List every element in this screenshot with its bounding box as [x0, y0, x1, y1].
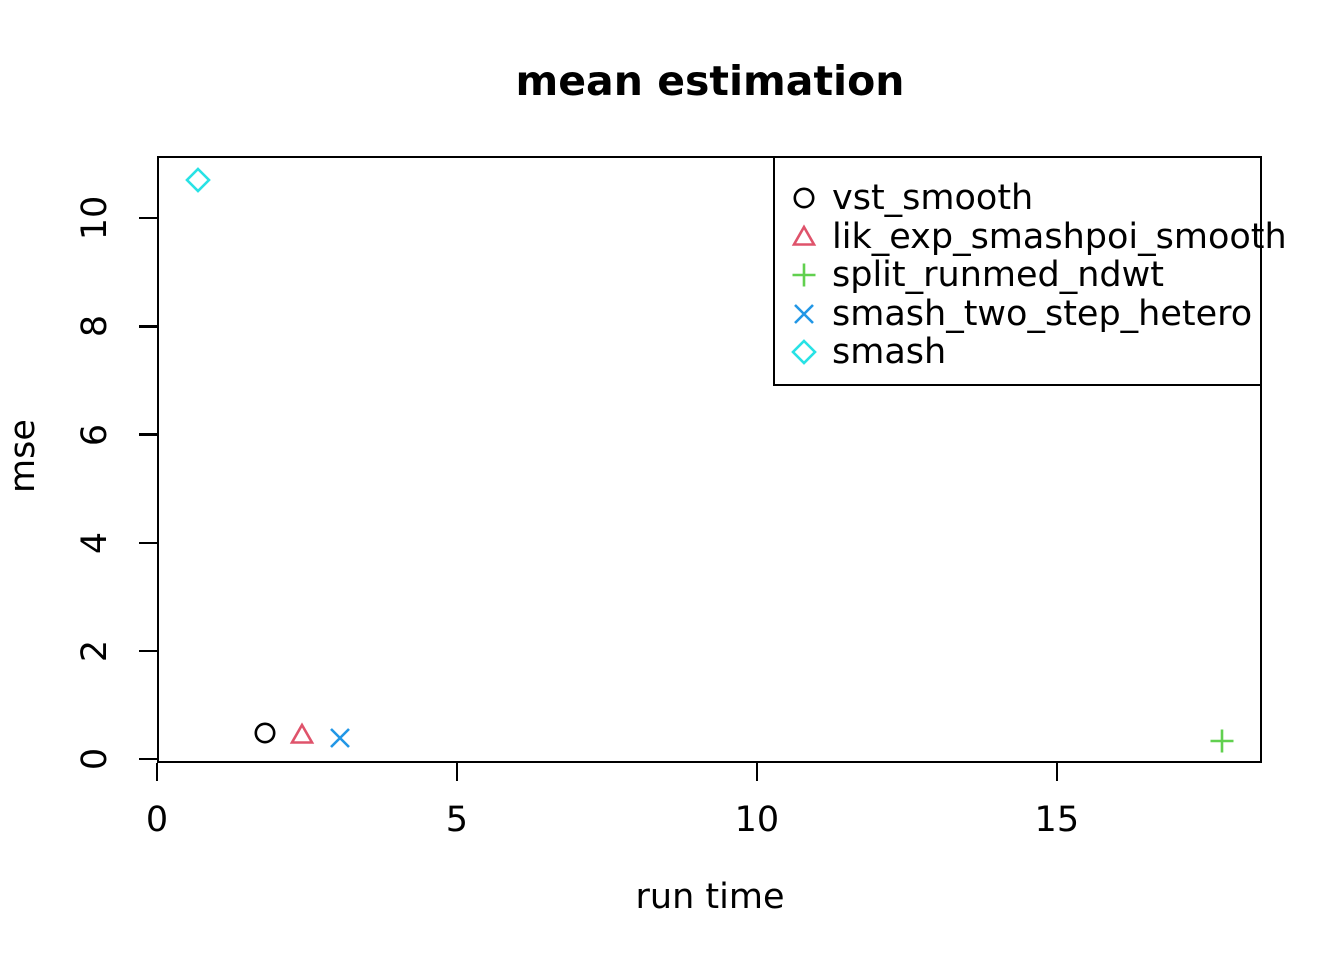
- legend-marker-triangle-up-icon: [791, 224, 817, 246]
- legend-label: lik_exp_smashpoi_smooth: [832, 216, 1287, 257]
- y-tick-label: 4: [75, 531, 115, 554]
- x-tick-label: 15: [1034, 800, 1080, 840]
- x-tick-label: 0: [145, 800, 169, 840]
- legend-item-split_runmed_ndwt: split_runmed_ndwt: [790, 256, 1260, 295]
- y-tick: [139, 649, 157, 653]
- legend-marker-plus-icon: [792, 263, 816, 287]
- point-lik_exp_smashpoi_smooth: [289, 722, 315, 745]
- y-tick-label: 2: [75, 639, 115, 663]
- legend: vst_smooth lik_exp_smashpoi_smooth split_r…: [773, 156, 1287, 386]
- legend-item-vst_smooth: vst_smooth: [790, 179, 1260, 218]
- legend-label: smash: [832, 332, 947, 373]
- y-tick: [139, 757, 157, 761]
- y-tick-label: 0: [75, 748, 115, 771]
- point-split_runmed_ndwt: [1210, 729, 1234, 753]
- legend-marker-diamond-icon: [791, 339, 817, 366]
- y-tick-label: 6: [75, 423, 115, 446]
- legend-label: split_runmed_ndwt: [832, 255, 1164, 296]
- x-tick: [755, 763, 759, 781]
- point-vst_smooth: [254, 722, 276, 744]
- y-tick: [139, 433, 157, 436]
- x-tick: [1055, 763, 1059, 781]
- x-tick: [155, 763, 159, 781]
- legend-marker-x-icon: [794, 303, 814, 324]
- x-tick-label: 10: [734, 800, 780, 840]
- y-tick: [139, 541, 157, 545]
- point-smash: [184, 167, 211, 194]
- legend-label: vst_smooth: [832, 178, 1034, 219]
- y-tick: [139, 325, 157, 328]
- legend-marker-circle-icon: [793, 187, 815, 209]
- x-tick: [455, 763, 459, 781]
- y-tick-label: 10: [75, 195, 115, 241]
- point-smash_two_step_hetero: [330, 728, 350, 749]
- y-axis-label: mse: [3, 419, 43, 493]
- chart-title: mean estimation: [515, 57, 905, 105]
- y-tick-label: 8: [75, 315, 115, 338]
- x-axis-label: run time: [635, 877, 785, 917]
- y-tick: [139, 216, 157, 220]
- legend-item-lik_exp_smashpoi_smooth: lik_exp_smashpoi_smooth: [790, 218, 1287, 257]
- legend-rows: vst_smooth lik_exp_smashpoi_smooth split_r…: [790, 179, 1287, 372]
- x-tick-label: 5: [445, 800, 469, 840]
- legend-label: smash_two_step_hetero: [832, 293, 1253, 334]
- legend-item-smash: smash: [790, 333, 1260, 372]
- legend-item-smash_two_step_hetero: smash_two_step_hetero: [790, 295, 1260, 334]
